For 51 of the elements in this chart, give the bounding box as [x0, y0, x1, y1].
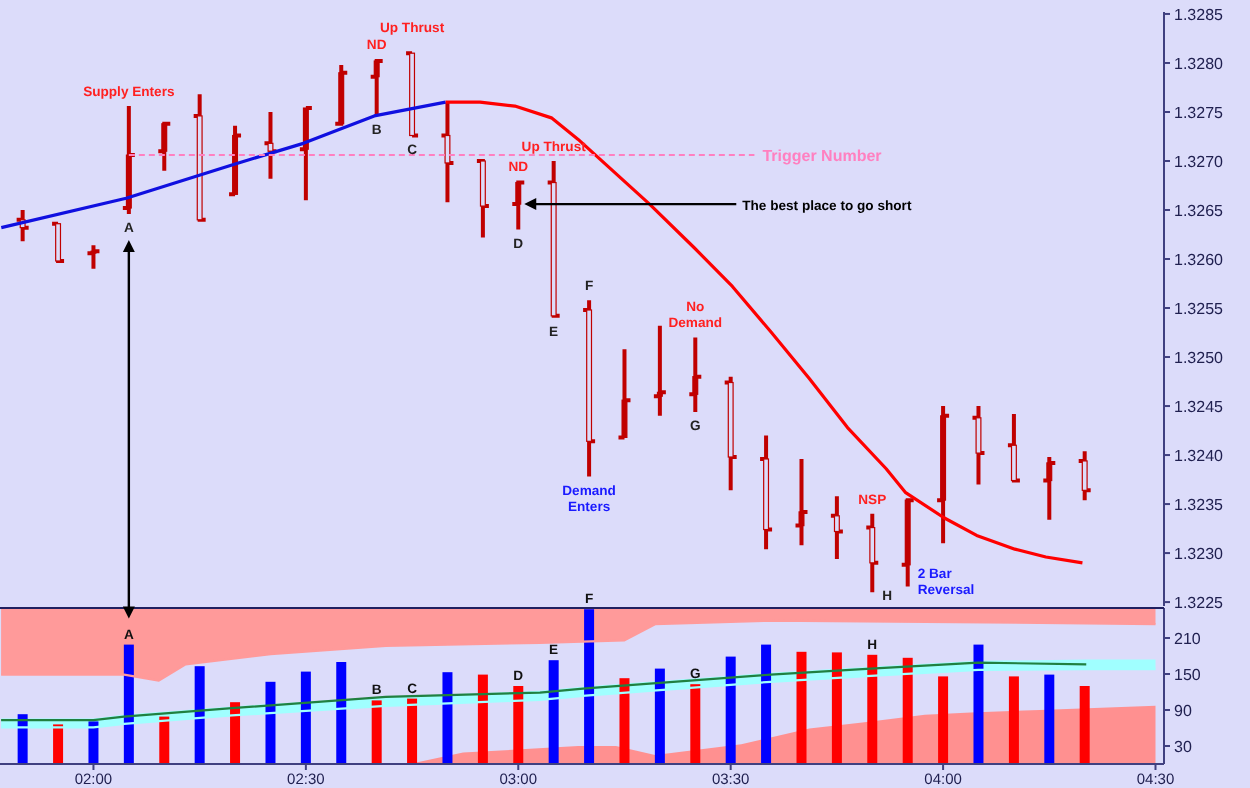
bar [1008, 676, 1019, 764]
bar [371, 700, 382, 764]
bar [831, 652, 842, 764]
y-tick-label: 1.3270 [1174, 152, 1225, 171]
y-tick-label: 1.3265 [1174, 202, 1225, 220]
bar [619, 678, 630, 764]
y-tick-label: 90 [1174, 702, 1193, 720]
bar [761, 644, 772, 764]
ref-line-label: Trigger Number [762, 147, 882, 166]
y-tick-label: 1.3285 [1174, 5, 1225, 24]
bar [88, 721, 99, 764]
bar [654, 668, 665, 764]
bar [938, 676, 949, 764]
bar [159, 716, 170, 764]
bar [867, 654, 878, 764]
bar [194, 666, 205, 764]
y-tick-label: 1.3245 [1174, 398, 1225, 417]
y-tick-label: 1.3280 [1174, 54, 1225, 73]
line-series [0, 100, 448, 230]
bar [796, 651, 807, 764]
bar [336, 662, 347, 764]
line-series [0, 661, 1088, 722]
y-tick-label: 1.3260 [1174, 251, 1225, 270]
bar [477, 674, 488, 764]
y-tick-label: 30 [1174, 738, 1193, 756]
bar [265, 681, 276, 764]
bar [690, 684, 701, 764]
bar [725, 656, 736, 764]
bar [230, 702, 241, 764]
bar [407, 698, 418, 764]
bar [973, 644, 984, 764]
bar [513, 686, 524, 764]
y-tick-label: 1.3235 [1174, 496, 1225, 515]
y-tick-label: 1.3240 [1174, 447, 1225, 466]
bar [53, 724, 64, 764]
y-tick-label: 1.3230 [1174, 545, 1225, 564]
y-tick-label: 1.3225 [1174, 594, 1225, 613]
line-series [444, 100, 1085, 565]
y-tick-label: 150 [1174, 666, 1202, 684]
bar [123, 644, 134, 764]
bar [442, 672, 453, 764]
bar [1044, 674, 1055, 764]
bar [548, 660, 559, 764]
y-tick-label: 1.3250 [1174, 349, 1225, 368]
bar [902, 657, 913, 764]
bar [1079, 686, 1090, 764]
y-tick-label: 1.3275 [1174, 103, 1225, 122]
bar [300, 671, 311, 764]
y-tick-label: 1.3255 [1174, 300, 1225, 319]
y-tick-label: 210 [1174, 630, 1202, 648]
bar [584, 609, 595, 764]
